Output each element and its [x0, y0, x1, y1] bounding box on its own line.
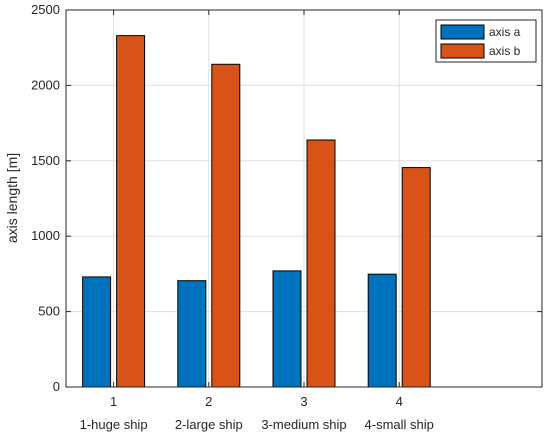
bar-axis-a [367, 273, 397, 388]
x-tick-label: 1 [110, 394, 117, 409]
bar-axis-b [401, 167, 431, 388]
bar-axis-b [211, 63, 241, 388]
y-axis-ticks: 0 500 1000 1500 2000 2500 [31, 2, 542, 394]
x-category-label: 4-small ship [365, 417, 434, 432]
bars-group [82, 35, 431, 388]
y-tick-label: 0 [53, 379, 60, 394]
x-tick-label: 4 [396, 394, 403, 409]
y-tick-label: 1000 [31, 228, 60, 243]
legend-label: axis a [489, 25, 521, 39]
x-category-label: 3-medium ship [261, 417, 346, 432]
bar-axis-b [306, 139, 336, 388]
y-tick-label: 1500 [31, 153, 60, 168]
bar-axis-a [177, 280, 207, 388]
x-category-label: 1-huge ship [80, 417, 148, 432]
grid-lines [66, 10, 542, 387]
legend-swatch [440, 43, 485, 59]
x-axis-ticks: 1 1-huge ship 2 2-large ship 3 3-medium ship 4… [80, 10, 434, 432]
x-tick-label: 3 [300, 394, 307, 409]
bar-axis-a [82, 276, 112, 388]
bar-axis-a [272, 270, 302, 388]
legend-label: axis b [489, 44, 521, 58]
y-tick-label: 2000 [31, 77, 60, 92]
y-tick-label: 2500 [31, 2, 60, 17]
x-tick-label: 2 [205, 394, 212, 409]
y-tick-label: 500 [38, 304, 60, 319]
y-axis-label: axis length [m] [4, 153, 20, 243]
x-category-label: 2-large ship [175, 417, 243, 432]
legend: axis a axis b [435, 19, 537, 63]
legend-swatch [440, 24, 485, 40]
bar-axis-b [116, 35, 146, 388]
